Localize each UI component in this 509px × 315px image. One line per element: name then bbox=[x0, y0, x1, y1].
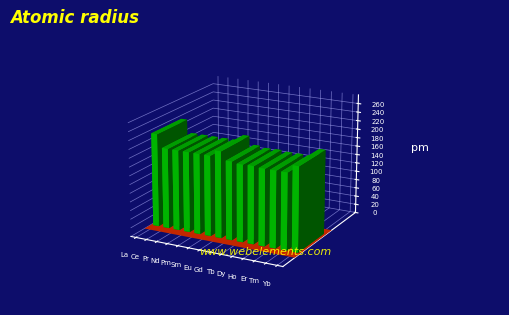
Text: www.webelements.com: www.webelements.com bbox=[199, 247, 331, 257]
Text: Atomic radius: Atomic radius bbox=[10, 9, 139, 27]
